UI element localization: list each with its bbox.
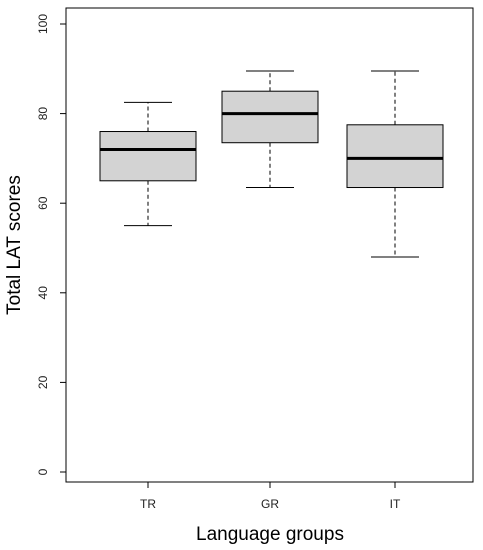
box-tr [99,101,197,227]
y-axis-title: Total LAT scores [4,175,25,315]
y-axis: 0 20 40 60 80 100 [36,14,66,475]
box-iqr [221,90,319,144]
y-tick-label: 60 [36,196,50,210]
x-axis-title: Language groups [196,524,344,545]
box-it [346,70,444,258]
y-tick-label: 40 [36,286,50,300]
y-tick-label: 20 [36,375,50,389]
plot-frame [65,7,474,483]
y-tick-label: 0 [36,468,50,475]
x-tick-label: GR [261,497,279,511]
box-iqr [99,131,197,182]
box-iqr [346,124,444,189]
box-gr [221,70,319,189]
x-axis: TR GR IT [140,482,401,511]
y-tick-label: 80 [36,107,50,121]
y-tick-label: 100 [36,14,50,34]
boxes [99,70,444,258]
x-tick-label: TR [140,497,156,511]
x-tick-label: IT [390,497,401,511]
